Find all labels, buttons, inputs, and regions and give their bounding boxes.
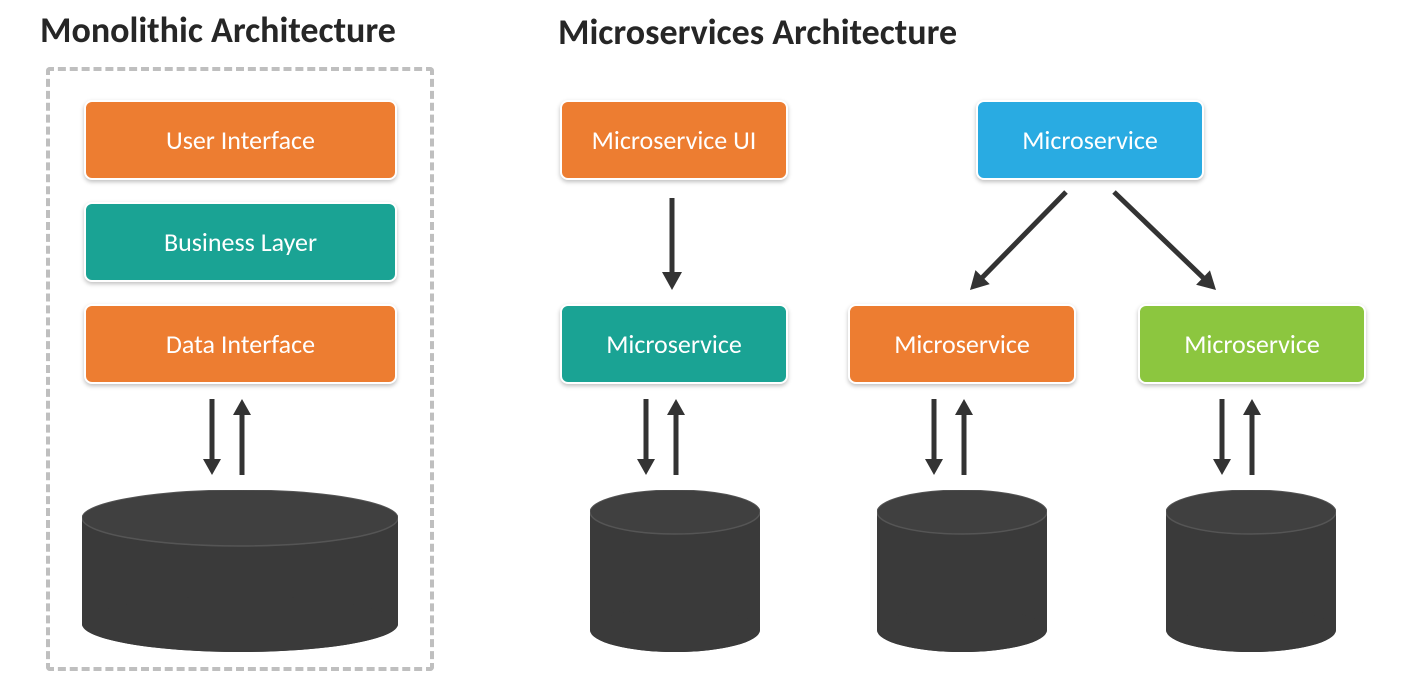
bidir-ms-bidir-3 — [1213, 399, 1261, 475]
bidir-ms-bidir-2 — [925, 399, 973, 475]
box-ms-mid-3-label: Microservice — [1184, 328, 1320, 360]
arrow-ms-split-l — [970, 192, 1066, 290]
bidir-ms-bidir-1 — [637, 399, 685, 475]
database-ms-db-1 — [590, 490, 760, 652]
box-mono-data: Data Interface — [84, 304, 397, 384]
arrow-ms-split-r — [1114, 192, 1216, 290]
box-ms-mid-2-label: Microservice — [894, 328, 1030, 360]
box-ms-mid-1-label: Microservice — [606, 328, 742, 360]
box-ms-ui-label: Microservice UI — [592, 124, 757, 156]
box-ms-mid-3: Microservice — [1138, 304, 1366, 384]
monolithic-title: Monolithic Architecture — [40, 8, 396, 52]
box-ms-mid-1: Microservice — [560, 304, 788, 384]
box-ms-mid-2: Microservice — [848, 304, 1076, 384]
monolithic-title-text: Monolithic Architecture — [40, 8, 396, 52]
database-ms-db-3 — [1166, 490, 1336, 652]
microservices-title: Microservices Architecture — [558, 10, 957, 54]
box-mono-biz: Business Layer — [84, 202, 397, 282]
box-mono-ui-label: User Interface — [166, 124, 315, 156]
box-ms-ui: Microservice UI — [560, 100, 788, 180]
arrow-ms-ui-down — [662, 198, 682, 290]
database-mono-db — [82, 490, 398, 652]
box-mono-data-label: Data Interface — [166, 328, 315, 360]
box-mono-ui: User Interface — [84, 100, 397, 180]
box-ms-top-right: Microservice — [976, 100, 1204, 180]
microservices-title-text: Microservices Architecture — [558, 10, 957, 54]
box-ms-top-right-label: Microservice — [1022, 124, 1158, 156]
box-mono-biz-label: Business Layer — [164, 226, 317, 258]
database-ms-db-2 — [877, 490, 1047, 652]
